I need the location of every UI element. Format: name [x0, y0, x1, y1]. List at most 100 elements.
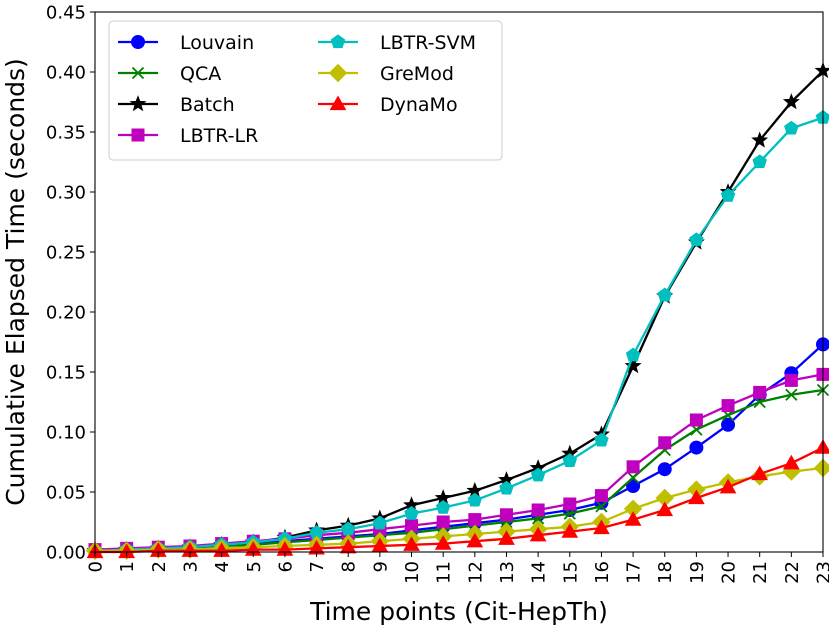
series-line: [94, 373, 824, 551]
legend-marker: [329, 95, 347, 111]
data-point: [530, 467, 546, 482]
legend-entry: DynaMo: [318, 94, 458, 116]
x-tick-label: 13: [497, 561, 518, 584]
data-point: [498, 530, 515, 545]
x-tick-label: 20: [719, 561, 740, 584]
legend-marker: [131, 66, 145, 80]
x-tick-label: 6: [275, 561, 296, 572]
legend-entry: LBTR-LR: [118, 125, 258, 147]
x-tick-label: 19: [687, 561, 708, 584]
series-dynamo: [86, 439, 829, 559]
data-point: [721, 417, 736, 432]
data-point: [499, 480, 514, 495]
x-tick-label: 0: [86, 561, 107, 572]
data-point: [785, 388, 798, 401]
y-tick-label: 0.35: [46, 123, 86, 144]
y-tick-label: 0.10: [46, 423, 86, 444]
legend-entry: Louvain: [118, 32, 254, 54]
series-line: [95, 466, 824, 552]
x-axis-label: Time points (Cit-HepTh): [309, 597, 608, 626]
axes: 0.00 0.05 0.10 0.15 0.20 0.25 0.30 0.35 0.40 0.45…: [46, 3, 829, 584]
x-tick-label: 12: [465, 561, 486, 584]
y-tick-label: 0.20: [46, 303, 86, 324]
data-point: [594, 432, 609, 447]
data-point: [403, 536, 420, 551]
legend-label: QCA: [180, 63, 221, 85]
data-point: [626, 479, 641, 493]
data-point: [721, 399, 735, 413]
y-tick-label: 0.05: [46, 483, 86, 504]
x-tick-label: 22: [782, 561, 803, 584]
legend-marker: [330, 34, 346, 49]
data-point: [784, 120, 799, 135]
y-tick-label: 0.40: [46, 63, 86, 84]
data-point: [118, 543, 136, 559]
legend-label: Batch: [180, 94, 235, 116]
legend-label: LBTR-SVM: [380, 32, 476, 54]
series-line: [94, 388, 824, 552]
legend-marker: [131, 128, 145, 142]
x-tick-label: 21: [750, 561, 771, 584]
x-tick-label: 23: [814, 561, 829, 584]
legend-box: [108, 20, 503, 161]
legend-marker: [328, 63, 348, 83]
x-tick-label: 9: [370, 561, 391, 572]
x-tick-label: 8: [339, 561, 360, 572]
x-tick-label: 10: [402, 561, 423, 584]
data-point: [782, 454, 800, 470]
data-point: [751, 131, 769, 148]
y-axis-label: Cumulative Elapsed Time (seconds): [1, 58, 30, 506]
x-tick-label: 15: [560, 561, 581, 584]
x-tick-label: 1: [117, 561, 138, 572]
legend: Louvain QCA Batch LBTR-LR LBTR-SVM GreMod Dyna…: [108, 20, 503, 161]
data-point: [719, 478, 737, 494]
x-tick-label: 14: [529, 561, 550, 584]
data-point: [689, 232, 704, 247]
data-point: [657, 462, 672, 477]
data-point: [563, 497, 577, 511]
data-point: [626, 460, 640, 474]
data-point: [562, 453, 578, 467]
data-point: [434, 535, 452, 550]
legend-entry: LBTR-SVM: [318, 32, 476, 54]
data-point: [624, 357, 642, 374]
data-point: [466, 532, 484, 548]
legend-entry: QCA: [118, 63, 221, 85]
legend-entry: GreMod: [318, 63, 454, 85]
plot-frame: [94, 11, 824, 553]
x-tick-label: 7: [307, 561, 328, 572]
y-tick-label: 0.45: [46, 3, 86, 24]
data-point: [625, 347, 641, 362]
y-tick-label: 0.15: [46, 363, 86, 384]
data-point: [499, 508, 513, 522]
data-point: [784, 373, 798, 387]
legend-label: DynaMo: [380, 94, 458, 116]
legend-label: LBTR-LR: [180, 125, 258, 147]
data-point: [468, 513, 482, 527]
data-point: [720, 187, 736, 202]
x-tick-label: 4: [212, 561, 233, 572]
data-point: [404, 505, 419, 520]
legend-marker: [131, 35, 145, 49]
data-point: [814, 439, 829, 454]
data-point: [782, 93, 800, 110]
data-point: [593, 519, 610, 535]
data-point: [624, 511, 642, 526]
data-point: [689, 413, 703, 427]
data-point: [751, 465, 769, 481]
data-point: [689, 440, 704, 455]
x-tick-label: 16: [592, 561, 613, 584]
data-point: [595, 500, 608, 513]
data-point: [467, 492, 483, 507]
data-point: [753, 385, 767, 399]
x-tick-label: 5: [244, 561, 265, 572]
data-point: [657, 287, 672, 302]
data-point: [529, 526, 547, 542]
data-point: [752, 154, 767, 169]
series-louvain: [88, 337, 829, 558]
y-tick-label: 0.25: [46, 243, 86, 264]
x-tick-label: 18: [655, 561, 676, 584]
legend-marker: [129, 95, 147, 112]
legend-label: Louvain: [180, 32, 254, 54]
